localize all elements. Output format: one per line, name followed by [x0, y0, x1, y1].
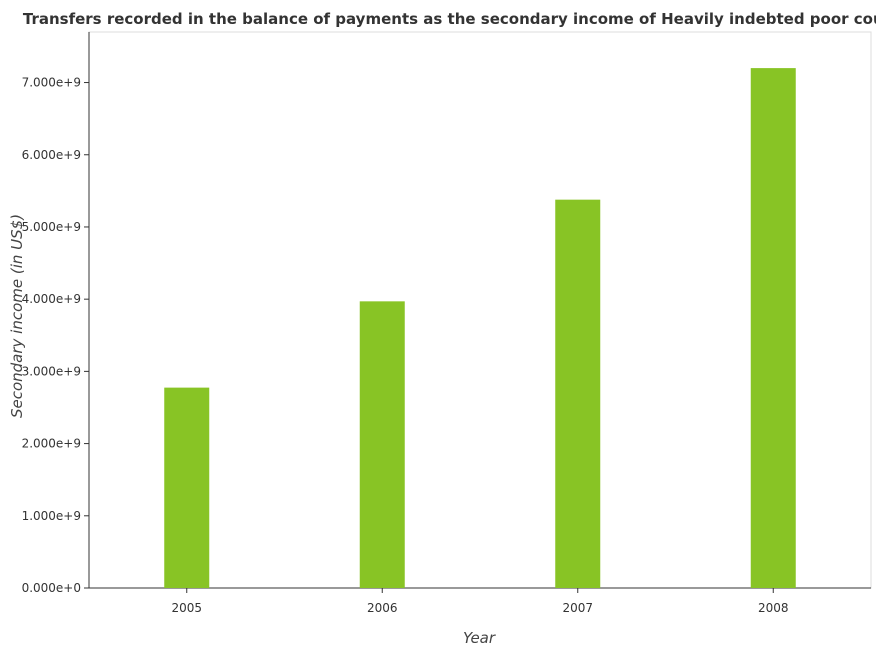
y-tick-label: 3.000e+9 [22, 364, 81, 378]
y-axis-label: Secondary income (in US$) [8, 214, 26, 418]
x-tick-label: 2007 [562, 601, 593, 615]
y-tick-label: 7.000e+9 [22, 76, 81, 90]
y-tick-label: 0.000e+0 [22, 581, 81, 595]
bar-2005 [164, 387, 210, 588]
x-tick-label: 2005 [171, 601, 202, 615]
x-axis-label: Year [463, 629, 496, 647]
y-tick-label: 1.000e+9 [22, 509, 81, 523]
bar-2007 [555, 199, 601, 588]
x-tick-label: 2008 [758, 601, 789, 615]
x-axis-ticks: 2005 2006 2007 2008 [171, 588, 789, 615]
x-tick-label: 2006 [367, 601, 398, 615]
chart-title: Transfers recorded in the balance of pay… [23, 10, 876, 28]
y-axis-ticks: 0.000e+0 1.000e+9 2.000e+9 3.000e+9 4.000e+9… [22, 76, 89, 595]
y-tick-label: 2.000e+9 [22, 437, 81, 451]
bar-2006 [359, 301, 405, 588]
bar-group [164, 68, 796, 589]
bar-2008 [750, 68, 796, 589]
y-tick-label: 4.000e+9 [22, 292, 81, 306]
y-tick-label: 5.000e+9 [22, 220, 81, 234]
plot-area [88, 31, 872, 589]
y-tick-label: 6.000e+9 [22, 148, 81, 162]
